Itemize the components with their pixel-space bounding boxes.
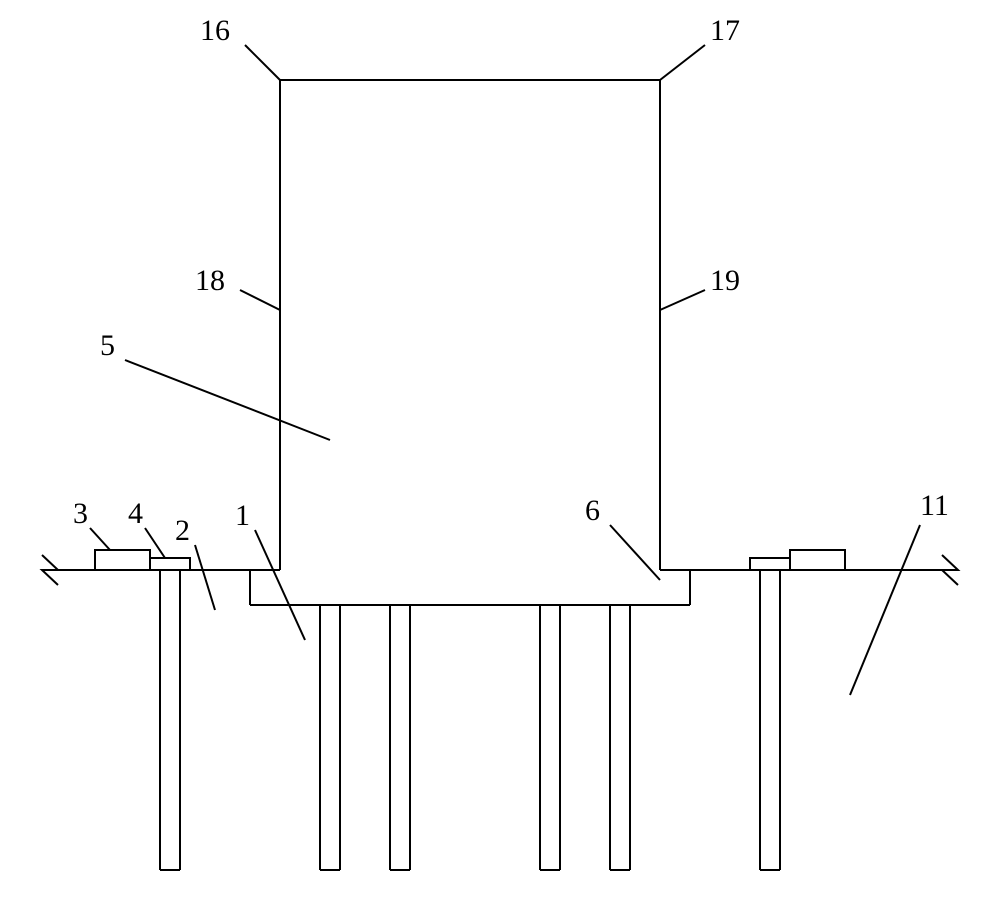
left-block-big: [95, 550, 150, 570]
right-block-small: [750, 558, 790, 570]
engineering-diagram: 1 2 3 4 5 6 11 16 17 18 19: [0, 0, 1000, 910]
leader-6: [610, 525, 660, 580]
label-1: 1: [235, 499, 250, 532]
leader-19: [660, 290, 705, 310]
right-block-big: [790, 550, 845, 570]
leader-5: [125, 360, 330, 440]
label-3: 3: [73, 497, 88, 530]
label-2: 2: [175, 514, 190, 547]
leader-4: [145, 528, 165, 558]
left-block-small: [150, 558, 190, 570]
leader-17: [660, 45, 705, 80]
label-11: 11: [920, 489, 949, 522]
break-mark-right: [942, 555, 958, 585]
label-16: 16: [200, 14, 230, 47]
leader-3: [90, 528, 110, 550]
break-mark-left: [42, 555, 58, 585]
label-4: 4: [128, 497, 143, 530]
label-5: 5: [100, 329, 115, 362]
label-17: 17: [710, 14, 740, 47]
leader-2: [195, 545, 215, 610]
label-19: 19: [710, 264, 740, 297]
label-6: 6: [585, 494, 600, 527]
leader-16: [245, 45, 280, 80]
leader-11: [850, 525, 920, 695]
leader-18: [240, 290, 280, 310]
label-18: 18: [195, 264, 225, 297]
